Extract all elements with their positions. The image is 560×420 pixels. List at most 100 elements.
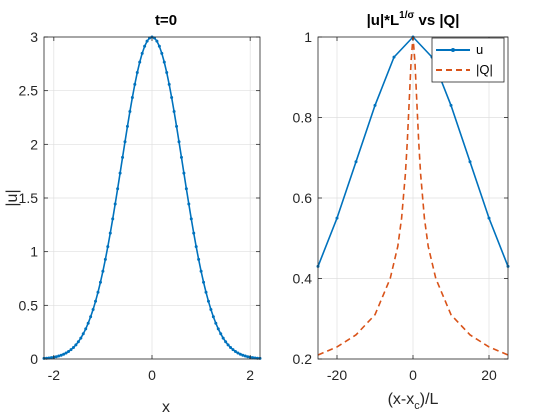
left-series0-point bbox=[79, 336, 83, 340]
left-series0-point bbox=[233, 349, 237, 353]
left-x-tick-label: 2 bbox=[246, 367, 254, 383]
right-u-point bbox=[373, 103, 377, 107]
left-series0-point bbox=[111, 217, 115, 221]
left-series0-point bbox=[172, 110, 176, 114]
left-series0-point bbox=[160, 51, 164, 55]
left-series0-point bbox=[192, 231, 196, 235]
left-chart-title: t=0 bbox=[155, 12, 177, 29]
left-x-tick-label: 0 bbox=[148, 367, 156, 383]
left-plot: -2 0 2 0 0.5 1 1.5 2 2.5 3 t=0 x |u| bbox=[4, 12, 262, 416]
left-series0-point bbox=[197, 257, 201, 261]
left-series0-point bbox=[143, 44, 147, 48]
left-series0-point bbox=[216, 327, 220, 331]
right-title-base: |u|*L bbox=[367, 12, 400, 29]
left-series0-point bbox=[157, 44, 161, 48]
left-series0-point bbox=[106, 245, 110, 249]
left-series0-point bbox=[177, 140, 181, 144]
left-y-tick-label: 2 bbox=[30, 136, 38, 152]
left-series0-point bbox=[71, 345, 75, 349]
left-y-tick-label: 3 bbox=[30, 29, 38, 45]
left-series0-point bbox=[116, 187, 120, 191]
right-u-point bbox=[487, 216, 491, 220]
left-series0-point bbox=[49, 356, 53, 360]
right-x-tick-label: 20 bbox=[481, 367, 497, 383]
right-u-point bbox=[468, 160, 472, 164]
left-series0-point bbox=[57, 354, 61, 358]
left-y-tick-label: 2.5 bbox=[19, 83, 39, 99]
left-series0-point bbox=[67, 349, 71, 353]
left-series0-point bbox=[251, 356, 255, 360]
left-series0-point bbox=[229, 345, 233, 349]
right-x-axis-label: (x-xc)/L bbox=[388, 391, 439, 412]
left-series0-point bbox=[184, 187, 188, 191]
left-series0-point bbox=[224, 340, 228, 344]
left-series0-point bbox=[194, 245, 198, 249]
left-series0-point bbox=[238, 352, 242, 356]
left-y-tick-label: 0 bbox=[30, 351, 38, 367]
right-x-tick-label: 0 bbox=[409, 367, 417, 383]
right-y-tick-label: 0.8 bbox=[293, 110, 313, 126]
left-series0-point bbox=[64, 351, 68, 355]
left-ticks: -2 0 2 0 0.5 1 1.5 2 2.5 3 bbox=[19, 29, 260, 383]
left-series0-point bbox=[76, 340, 80, 344]
left-series0-point bbox=[54, 355, 58, 359]
left-x-tick-label: -2 bbox=[48, 367, 61, 383]
left-y-tick-label: 0.5 bbox=[19, 297, 39, 313]
left-series0-point bbox=[179, 155, 183, 159]
left-series0-point bbox=[91, 307, 95, 311]
right-y-tick-label: 0.4 bbox=[293, 271, 313, 287]
left-series0-point bbox=[175, 124, 179, 128]
left-series0-point bbox=[89, 315, 93, 319]
left-series0-point bbox=[155, 39, 159, 43]
right-y-tick-label: 1 bbox=[304, 29, 312, 45]
left-series0-point bbox=[98, 280, 102, 284]
left-series0-point bbox=[226, 343, 230, 347]
right-y-tick-label: 0.2 bbox=[293, 351, 313, 367]
left-series0-point bbox=[113, 202, 117, 206]
left-series0-point bbox=[86, 321, 90, 325]
left-series0-point bbox=[140, 51, 144, 55]
left-series0-point bbox=[162, 60, 166, 64]
legend-box bbox=[431, 37, 505, 83]
left-x-axis-label: x bbox=[162, 399, 170, 416]
left-series0-point bbox=[167, 82, 171, 86]
right-xlabel-base: (x-x bbox=[388, 391, 415, 408]
right-xlabel-subscript: c bbox=[414, 400, 420, 412]
left-series0-point bbox=[101, 269, 105, 273]
left-series0-point bbox=[231, 348, 235, 352]
right-title-rest: vs |Q| bbox=[414, 12, 459, 29]
left-series0-point bbox=[187, 202, 191, 206]
right-u-point bbox=[335, 216, 339, 220]
left-series0-point bbox=[246, 355, 250, 359]
left-series0-point bbox=[202, 280, 206, 284]
left-series0-point bbox=[219, 332, 223, 336]
left-series0-point bbox=[145, 39, 149, 43]
left-series0-point bbox=[182, 171, 186, 175]
legend-label-u: u bbox=[476, 42, 483, 57]
left-series0-point bbox=[125, 124, 129, 128]
left-series0-point bbox=[84, 327, 88, 331]
left-series0-point bbox=[69, 348, 73, 352]
right-ticks: -20 0 20 0.2 0.4 0.6 0.8 1 bbox=[293, 29, 508, 383]
left-series0-point bbox=[221, 336, 225, 340]
legend: u |Q| bbox=[431, 37, 505, 83]
right-plot: -20 0 20 0.2 0.4 0.6 0.8 1 |u|*L1/σ vs |Q| (x-x… bbox=[293, 10, 510, 412]
left-series0-point bbox=[74, 343, 78, 347]
left-series0-point bbox=[96, 290, 100, 294]
left-series0-point bbox=[94, 299, 98, 303]
left-series0-point bbox=[62, 352, 66, 356]
right-u-point bbox=[392, 55, 396, 59]
left-series0-point bbox=[165, 71, 169, 75]
left-y-axis-label: |u| bbox=[4, 189, 21, 206]
legend-label-q: |Q| bbox=[476, 62, 493, 77]
left-series0-point bbox=[108, 231, 112, 235]
left-series0-point bbox=[123, 140, 127, 144]
left-series0-point bbox=[206, 299, 210, 303]
left-series0-point bbox=[170, 95, 174, 99]
right-xlabel-rest: )/L bbox=[420, 391, 439, 408]
right-title-superscript: 1/σ bbox=[399, 10, 414, 21]
left-series0-point bbox=[199, 269, 203, 273]
left-series0-point bbox=[133, 82, 137, 86]
right-x-tick-label: -20 bbox=[327, 367, 347, 383]
